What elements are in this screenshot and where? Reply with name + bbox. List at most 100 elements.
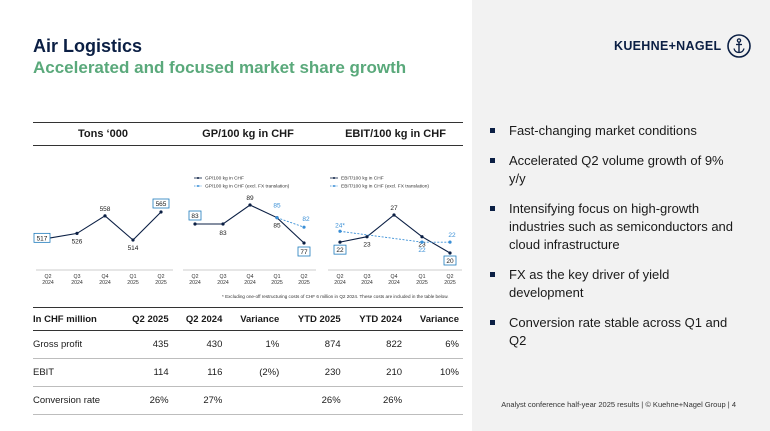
table-cell: 116 xyxy=(172,358,227,387)
table-cell: Conversion rate xyxy=(33,386,119,415)
data-point xyxy=(275,216,279,220)
legend-entry: EBIT/100 kg in CHF xyxy=(341,176,384,182)
data-label: 514 xyxy=(128,245,139,252)
table-header-cell: In CHF million xyxy=(33,307,119,331)
table-header-cell: Q2 2024 xyxy=(172,307,227,331)
bullet-square-icon xyxy=(490,158,495,163)
x-tick-label: Q2 2025 xyxy=(444,274,456,286)
data-label: 23 xyxy=(363,242,371,249)
legend-marker xyxy=(197,185,199,187)
x-tick-label: Q2 2024 xyxy=(189,274,201,286)
bullet-square-icon xyxy=(490,320,495,325)
data-label: 526 xyxy=(72,238,83,245)
data-label: 558 xyxy=(100,206,111,213)
table-cell: 435 xyxy=(118,330,173,359)
data-label: 22 xyxy=(448,232,456,239)
data-point xyxy=(248,203,252,207)
chart-header-top-rule xyxy=(33,122,463,123)
legend-marker xyxy=(333,185,335,187)
page-subtitle: Accelerated and focused market share gro… xyxy=(33,58,407,77)
data-label: 22 xyxy=(418,247,426,254)
bullet-square-icon xyxy=(490,128,495,133)
bullet-text: Accelerated Q2 volume growth of 9% y/y xyxy=(509,153,724,186)
bullet-text: Conversion rate stable across Q1 and Q2 xyxy=(509,315,728,348)
table-cell: 26% xyxy=(283,386,345,415)
anchor-icon xyxy=(727,34,752,58)
table-cell xyxy=(406,386,463,415)
data-point xyxy=(193,222,197,226)
data-label: 89 xyxy=(246,195,254,202)
data-point xyxy=(338,240,342,244)
x-tick-label: Q2 2024 xyxy=(334,274,346,286)
data-label-box xyxy=(333,244,347,255)
right-pane xyxy=(472,0,770,431)
x-tick-label: Q4 2024 xyxy=(244,274,256,286)
data-point xyxy=(448,251,452,255)
series-line xyxy=(195,204,305,244)
bullet-item: Conversion rate stable across Q1 and Q2 xyxy=(490,314,740,350)
data-label-box xyxy=(297,246,311,257)
data-label: 83 xyxy=(219,230,227,237)
x-tick-label: Q1 2025 xyxy=(271,274,283,286)
data-point xyxy=(448,240,452,244)
bullet-square-icon xyxy=(490,206,495,211)
x-tick-label: Q2 2024 xyxy=(42,274,54,286)
bullet-item: Fast-changing market conditions xyxy=(490,122,740,140)
data-label: 82 xyxy=(302,216,310,223)
bullet-item: Intensifying focus on high-growth indust… xyxy=(490,200,740,254)
data-point xyxy=(131,238,135,242)
data-label-box xyxy=(33,232,51,243)
bullet-square-icon xyxy=(490,272,495,277)
data-point xyxy=(103,214,107,218)
data-label: 517 xyxy=(37,235,48,242)
series-line-excl-fx xyxy=(276,217,305,228)
data-label-box xyxy=(443,255,457,266)
data-point xyxy=(365,235,369,239)
table-cell: 6% xyxy=(406,330,463,359)
table-row: EBIT 114 116 (2%) 230 210 10% xyxy=(33,358,463,387)
table-header-cell: YTD 2025 xyxy=(283,307,345,331)
page-title: Air Logistics xyxy=(33,36,143,56)
charts-area: Q2 2024 Q3 2024 Q4 2024 Q1 2025 Q2 2025 517 526 558 5… xyxy=(33,176,462,286)
x-tick-label: Q3 2024 xyxy=(71,274,83,286)
table-cell: 26% xyxy=(344,386,407,415)
chart-title-tons: Tons ‘000 xyxy=(78,128,128,140)
x-tick-label: Q2 2025 xyxy=(155,274,167,286)
data-point xyxy=(159,210,163,214)
table-header-cell: YTD 2024 xyxy=(344,307,407,331)
table-cell: 230 xyxy=(283,358,345,387)
data-label: 27 xyxy=(390,205,398,212)
table-cell: (2%) xyxy=(226,358,284,387)
x-tick-label: Q4 2024 xyxy=(99,274,111,286)
table-cell: 430 xyxy=(172,330,227,359)
x-tick-label: Q3 2024 xyxy=(217,274,229,286)
data-point xyxy=(392,213,396,217)
x-tick-label: Q4 2024 xyxy=(388,274,400,286)
table-cell: 822 xyxy=(344,330,407,359)
data-point xyxy=(338,229,342,233)
financial-table: In CHF million Q2 2025 Q2 2024 Variance … xyxy=(33,307,463,415)
bullet-text: FX as the key driver of yield developmen… xyxy=(509,267,670,300)
bullet-text: Fast-changing market conditions xyxy=(509,123,697,138)
data-label: 85 xyxy=(273,203,281,210)
chart-footnote: * Excluding one-off restructuring costs … xyxy=(222,294,449,299)
data-point xyxy=(75,231,79,236)
data-point xyxy=(420,240,424,244)
logo-text: KUEHNE+NAGEL xyxy=(614,39,722,53)
table-cell: Gross profit xyxy=(33,330,119,359)
table-header-cell: Variance xyxy=(406,307,463,331)
data-label: 20 xyxy=(446,258,454,265)
table-row: Conversion rate 26% 27% 26% 26% xyxy=(33,386,463,415)
bullet-item: FX as the key driver of yield developmen… xyxy=(490,266,740,302)
data-label: 83 xyxy=(191,213,199,220)
table-cell: 27% xyxy=(172,386,227,415)
x-tick-label: Q1 2025 xyxy=(416,274,428,286)
bullet-item: Accelerated Q2 volume growth of 9% y/y xyxy=(490,152,740,188)
data-point xyxy=(221,222,225,226)
bullet-list: Fast-changing market conditions Accelera… xyxy=(490,122,740,362)
chart-header-bottom-rule xyxy=(33,145,463,146)
table-cell xyxy=(226,386,284,415)
data-point xyxy=(420,235,424,239)
data-label: 85 xyxy=(273,223,281,230)
table-header-cell: Variance xyxy=(226,307,284,331)
